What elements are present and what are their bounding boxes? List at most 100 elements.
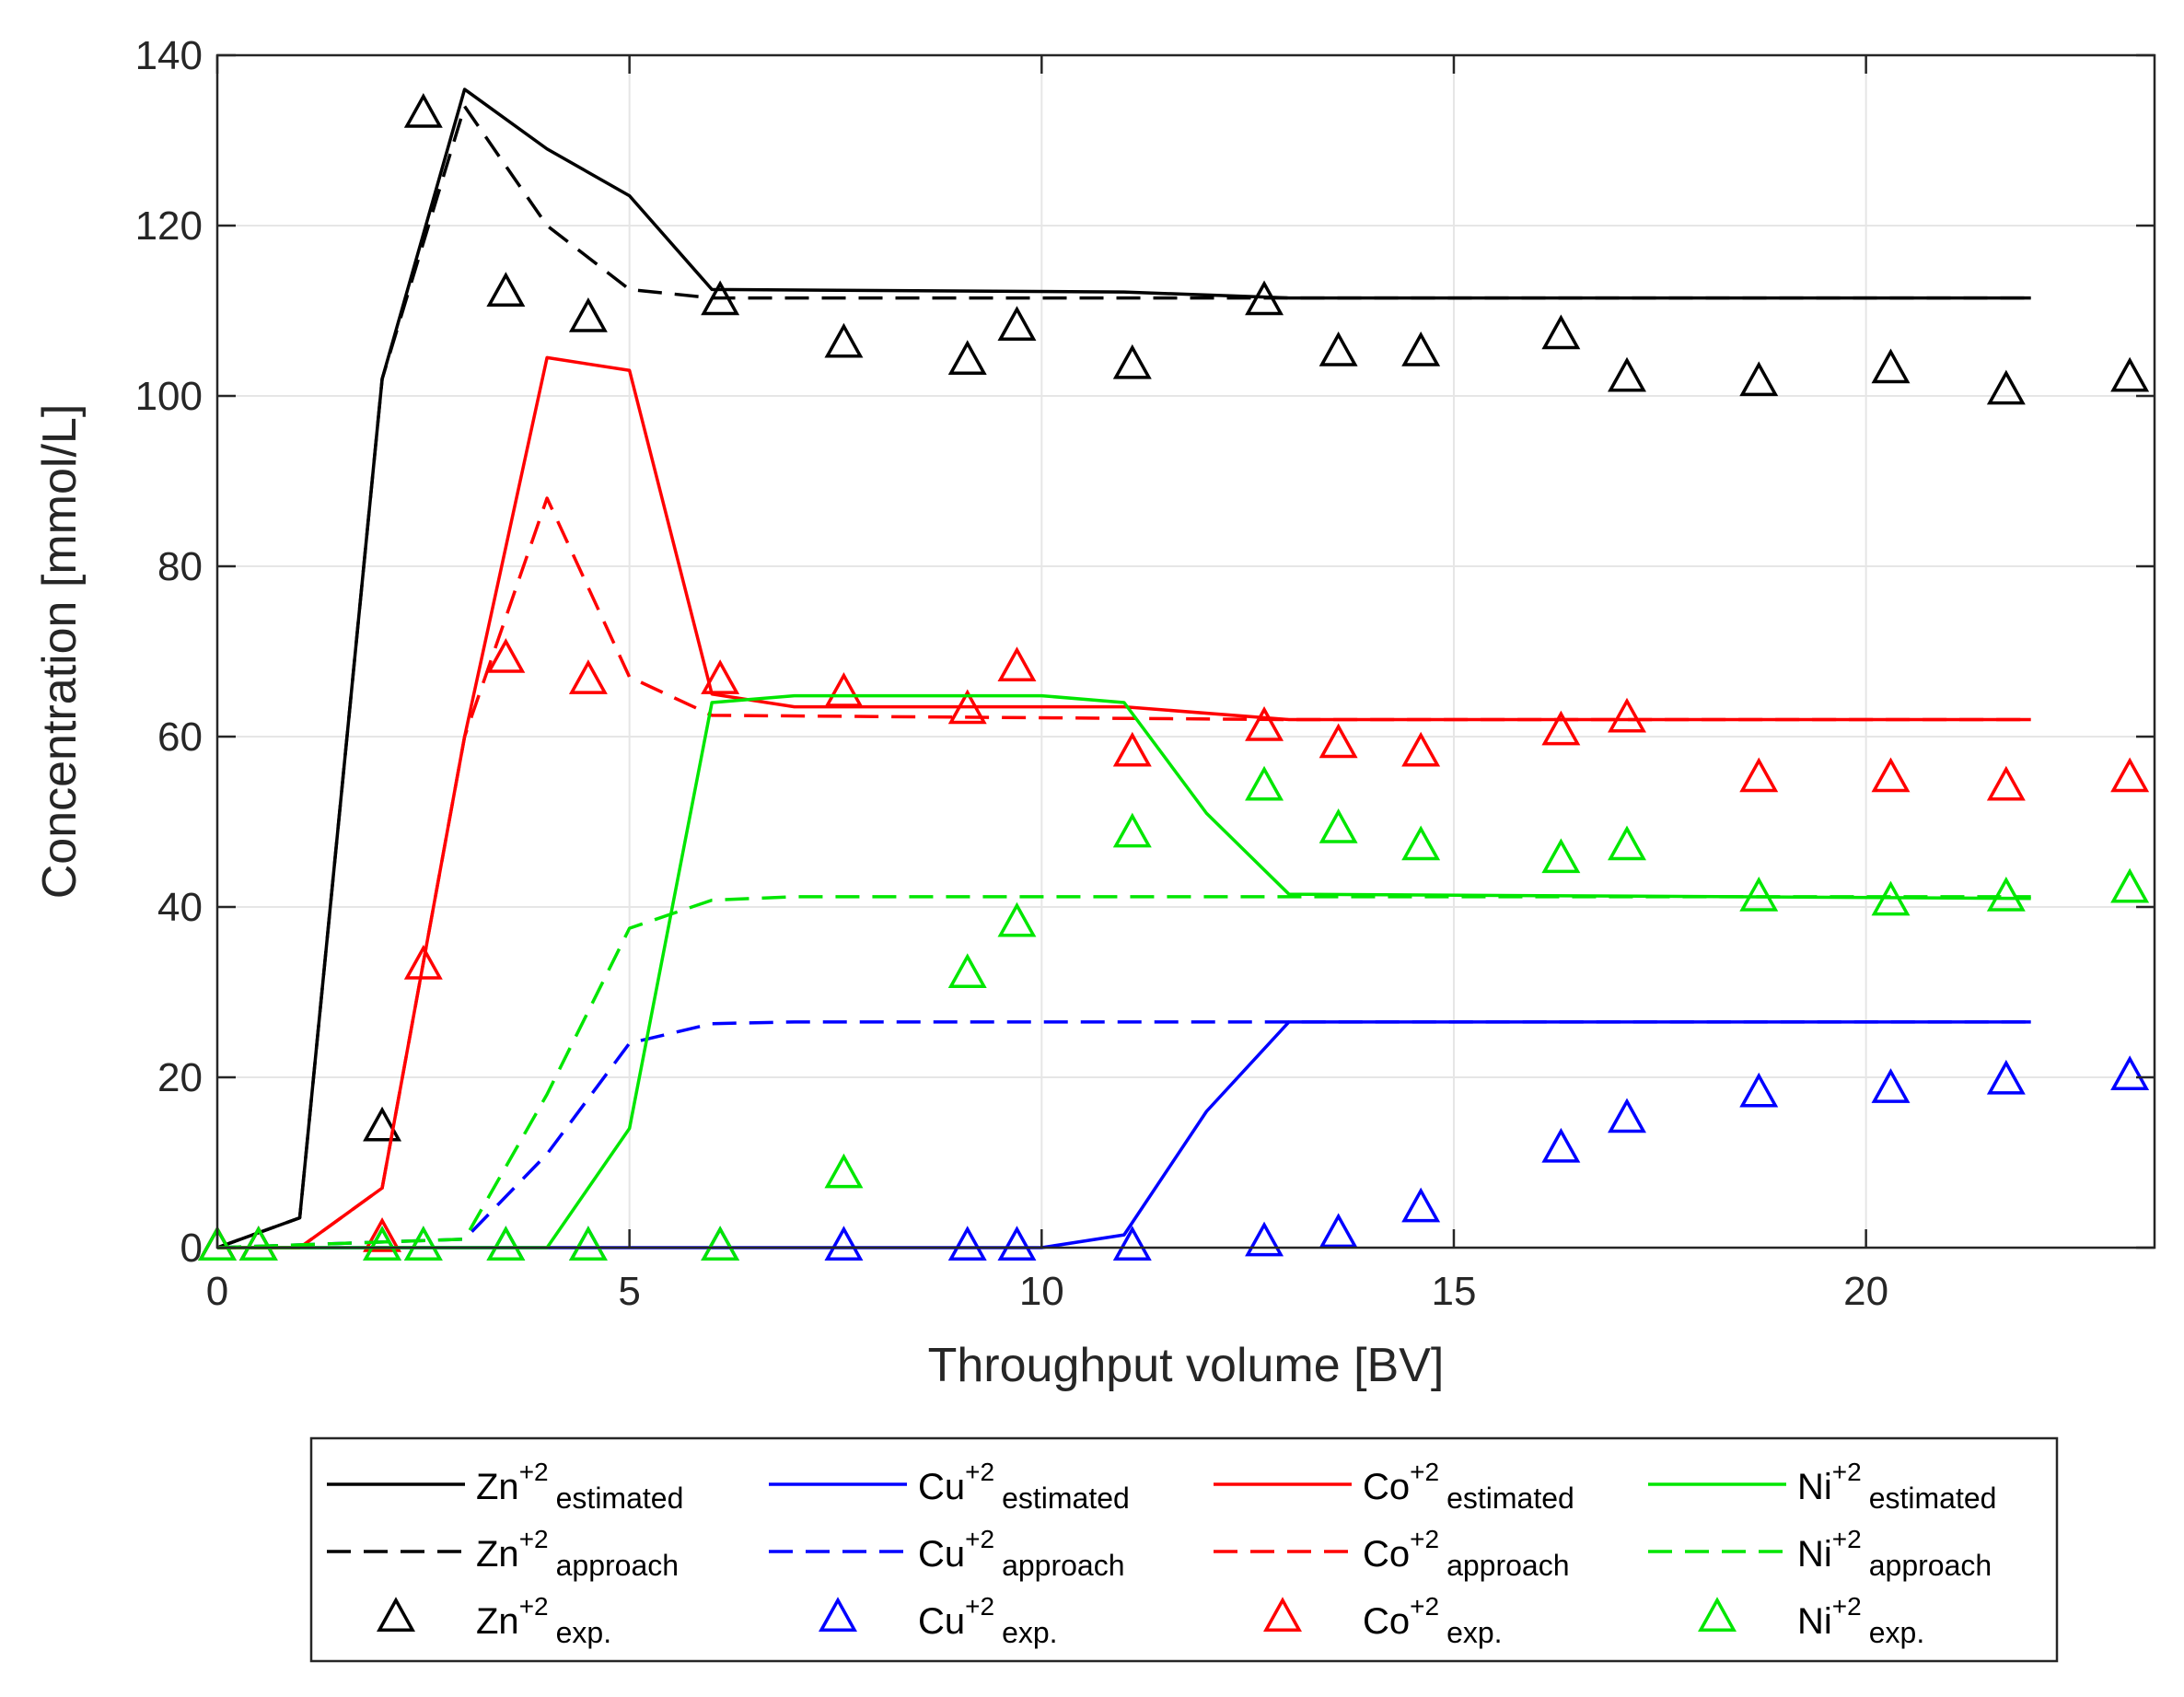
data-point (1541, 1127, 1581, 1163)
data-point (568, 1226, 608, 1261)
legend-item-co-est: Co+2estimated (1214, 1458, 1574, 1515)
legend-suffix: exp. (556, 1616, 611, 1649)
y-axis-label: Concentration [mmol/L] (33, 404, 87, 900)
legend-ion: Zn (476, 1534, 519, 1575)
legend-suffix: exp. (1869, 1616, 1924, 1649)
legend-charge: +2 (519, 1592, 549, 1621)
data-point (1608, 356, 1646, 392)
x-axis-label: Throughput volume [BV] (928, 1339, 1445, 1392)
data-point (403, 93, 443, 128)
series-ni-app (216, 895, 2031, 1250)
data-point (1401, 1187, 1441, 1223)
legend-item-zn-app: Zn+2approach (327, 1525, 679, 1582)
legend-charge: +2 (965, 1525, 994, 1553)
data-point (701, 1226, 740, 1261)
grid (216, 54, 2155, 1249)
data-point (363, 1106, 402, 1142)
series-line (216, 87, 2031, 1250)
legend-label: Zn+2exp. (476, 1592, 611, 1649)
data-point (997, 646, 1037, 682)
data-point (1608, 697, 1646, 733)
legend-swatch (377, 1597, 415, 1633)
legend-charge: +2 (1832, 1458, 1862, 1486)
data-point (1401, 731, 1441, 767)
legend-suffix: approach (1002, 1549, 1124, 1582)
data-point (568, 297, 608, 332)
legend-ion: Co (1363, 1534, 1410, 1575)
data-point (1245, 706, 1284, 741)
legend: Zn+2estimated Cu+2estimated Co+2estimated N… (309, 1436, 2059, 1663)
legend-label: Co+2exp. (1363, 1592, 1503, 1649)
legend-item-cu-est: Cu+2 estimated (769, 1458, 1130, 1515)
legend-ion: Cu (918, 1601, 965, 1642)
legend-charge: +2 (1410, 1525, 1439, 1553)
data-point (947, 689, 987, 725)
series-line (216, 895, 2031, 1250)
data-point (997, 1226, 1037, 1261)
data-point (1986, 1059, 2026, 1095)
data-point (1112, 731, 1152, 767)
legend-charge: +2 (519, 1525, 549, 1553)
data-point (1112, 343, 1152, 379)
data-point (1112, 812, 1152, 848)
x-tick-label: 15 (1432, 1269, 1477, 1314)
series-cu-app (216, 1020, 2031, 1250)
legend-label: Zn+2estimated (476, 1458, 683, 1515)
plot-frame (215, 53, 2156, 1250)
legend-charge: +2 (1832, 1525, 1862, 1553)
y-tick-label: 100 (135, 374, 203, 419)
data-point (1541, 710, 1581, 746)
data-point (1871, 757, 1911, 793)
legend-label: Co+2estimated (1363, 1458, 1574, 1515)
legend-charge: +2 (1410, 1592, 1439, 1621)
legend-label: Ni+2estimated (1797, 1458, 1996, 1515)
legend-charge: +2 (1410, 1458, 1439, 1486)
data-point (198, 1226, 237, 1261)
data-point (701, 280, 740, 316)
legend-ion: Co (1363, 1467, 1410, 1507)
legend-suffix: estimated (1002, 1482, 1130, 1515)
legend-ion: Co (1363, 1601, 1410, 1642)
data-point (403, 945, 443, 980)
data-point (701, 659, 740, 694)
data-point (486, 638, 526, 673)
x-tick-label: 10 (1019, 1269, 1064, 1314)
legend-ion: Ni (1797, 1534, 1832, 1575)
data-point (1871, 348, 1911, 384)
legend-item-ni-est: Ni+2estimated (1648, 1458, 1996, 1515)
legend-item-ni-exp: Ni+2exp. (1698, 1592, 1924, 1649)
data-point (1319, 808, 1358, 843)
legend-item-co-exp: Co+2exp. (1263, 1592, 1503, 1649)
data-point (824, 1153, 864, 1189)
data-point (824, 1226, 864, 1261)
data-point (997, 901, 1037, 937)
series-line (216, 104, 2031, 1250)
series-zn-est (216, 87, 2031, 1250)
data-point (947, 340, 987, 376)
data-point (1739, 877, 1779, 912)
legend-label: Cu+2 approach (918, 1525, 1125, 1582)
legend-suffix: exp. (1446, 1616, 1502, 1649)
y-tick-label: 140 (135, 33, 203, 78)
legend-box (309, 1436, 2059, 1663)
data-point (824, 322, 864, 358)
legend-swatch (819, 1597, 857, 1633)
y-tick-label: 40 (157, 885, 203, 930)
legend-suffix: estimated (1446, 1482, 1574, 1515)
legend-label: Cu+2 estimated (918, 1458, 1130, 1515)
legend-suffix: approach (556, 1549, 679, 1582)
data-point (997, 306, 1037, 342)
data-point (2110, 757, 2150, 793)
data-point (1245, 765, 1284, 801)
data-point (1986, 765, 2026, 801)
y-tick-label: 60 (157, 715, 203, 760)
legend-charge: +2 (965, 1458, 994, 1486)
data-point (1608, 825, 1646, 861)
data-point (486, 272, 526, 308)
data-point (2110, 356, 2150, 392)
legend-item-ni-app: Ni+2approach (1648, 1525, 1992, 1582)
legend-suffix: estimated (1869, 1482, 1997, 1515)
legend-label: Ni+2approach (1797, 1525, 1992, 1582)
